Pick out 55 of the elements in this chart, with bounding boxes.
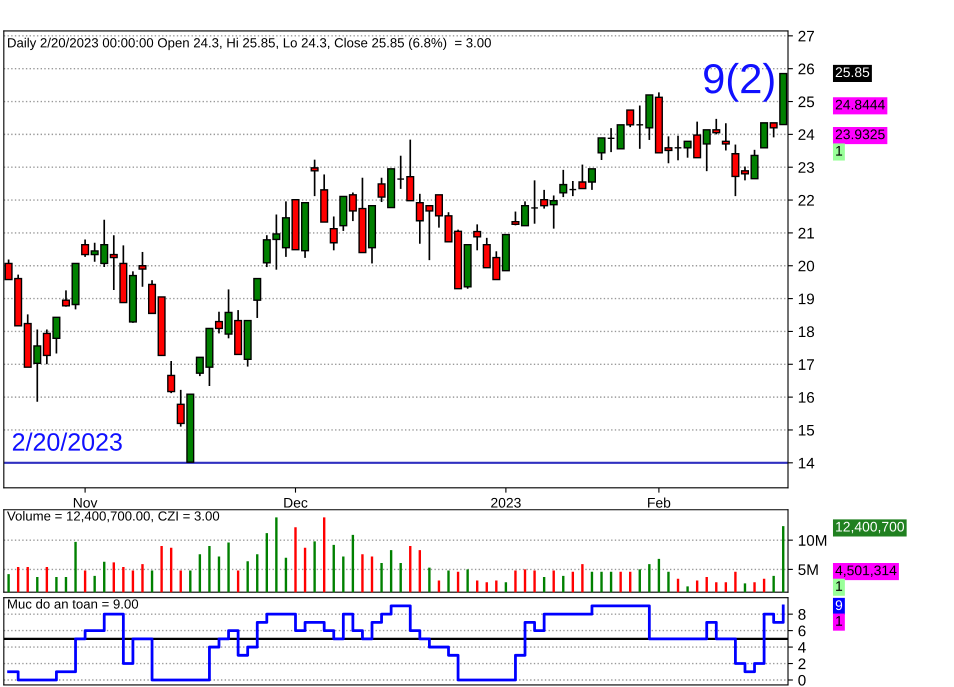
candlestick <box>722 122 730 152</box>
chart-title: Muc do an toan = 9.00 <box>8 599 138 609</box>
y-tick-label: 10M <box>798 535 826 546</box>
text: 12,400,700 <box>836 522 904 534</box>
chart-title: Volume = 12,400,700.00, CZI = 3.00 <box>7 510 220 522</box>
y-tick-label: 27 <box>798 30 814 42</box>
candlestick <box>530 180 539 225</box>
y-tick-label: 21 <box>798 228 814 238</box>
y-tick-label: 19 <box>798 293 814 304</box>
y-tick-label: 8 <box>798 609 806 620</box>
y-tick-label: 24 <box>798 129 814 140</box>
x-tick-label: Dec <box>284 498 308 508</box>
candlestick <box>559 169 568 198</box>
text: 4,501,314 <box>835 565 896 577</box>
x-tick-label: 2023 <box>491 498 521 508</box>
annotation: 2/20/2023 <box>12 432 122 451</box>
y-tick-label: 5M <box>798 564 818 576</box>
candlestick <box>406 138 414 202</box>
chart-title: Daily 2/20/2023 00:00:00 Open 24.3, Hi 25.85, Lo 24.3, Close 25.85 (6.8%) = 3.00 <box>8 38 491 50</box>
candlestick <box>597 137 606 161</box>
y-tick-label: 18 <box>798 326 814 338</box>
text: 1 <box>836 146 842 156</box>
candlestick <box>636 104 644 150</box>
candlestick <box>253 278 262 319</box>
y-tick-label: 20 <box>798 260 814 272</box>
text: 25.85 <box>836 67 870 78</box>
text: 9 <box>836 600 842 610</box>
y-tick-label: 15 <box>798 424 814 436</box>
y-tick-label: 0 <box>798 674 806 686</box>
y-tick-label: 2 <box>798 658 806 670</box>
candlestick <box>167 360 176 394</box>
y-tick-label: 23 <box>798 162 814 173</box>
text: 1 <box>836 616 842 626</box>
x-tick-label: Feb <box>648 497 670 508</box>
y-tick-label: 26 <box>798 64 814 74</box>
annotation: 9(2) <box>704 62 774 102</box>
y-tick-label: 16 <box>798 392 814 403</box>
candlestick <box>607 127 616 153</box>
text: 23.9325 <box>836 129 885 140</box>
candlestick <box>473 224 482 252</box>
y-tick-label: 6 <box>798 625 806 636</box>
y-tick-label: 17 <box>798 359 814 370</box>
text: 24.8444 <box>836 100 885 110</box>
candlestick <box>568 180 577 197</box>
y-tick-label: 22 <box>798 194 814 206</box>
y-tick-label: 14 <box>798 458 814 468</box>
y-tick-label: 25 <box>798 96 814 108</box>
candlestick <box>138 251 147 288</box>
candlestick <box>310 158 319 197</box>
text: 1 <box>836 581 842 591</box>
x-tick-label: Nov <box>74 498 98 508</box>
candlestick <box>674 134 682 162</box>
candlestick <box>330 216 338 252</box>
candlestick <box>396 154 405 190</box>
y-tick-label: 4 <box>798 642 806 653</box>
